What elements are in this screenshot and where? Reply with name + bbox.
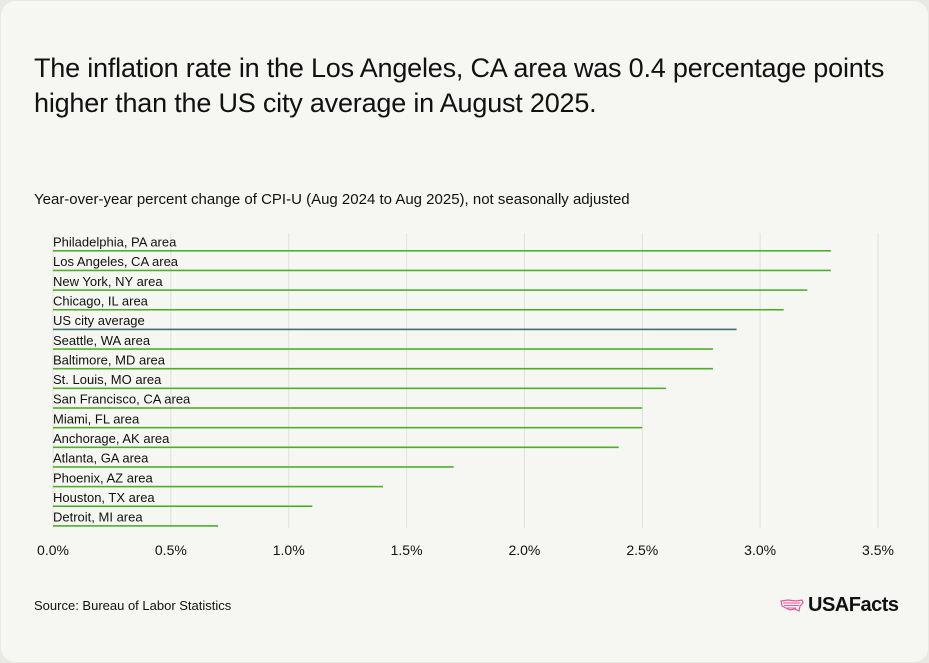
bar	[53, 269, 831, 272]
category-label: US city average	[53, 313, 145, 328]
source-note: Source: Bureau of Labor Statistics	[34, 598, 232, 613]
category-label: Miami, FL area	[53, 411, 140, 426]
x-tick-label: 2.0%	[508, 542, 540, 558]
category-label: Phoenix, AZ area	[53, 470, 153, 485]
category-label: Los Angeles, CA area	[53, 254, 179, 269]
bar	[53, 407, 643, 409]
us-map-icon	[780, 598, 804, 612]
bar	[53, 328, 737, 331]
logo-text: USAFacts	[808, 594, 899, 616]
bar	[53, 348, 713, 350]
chart-title: The inflation rate in the Los Angeles, C…	[34, 53, 885, 118]
category-label: Chicago, IL area	[53, 293, 149, 308]
bar	[53, 387, 666, 390]
bar	[53, 308, 784, 311]
usafacts-logo: USAFacts	[780, 594, 899, 617]
bar	[53, 485, 383, 488]
x-tick-label: 0.5%	[155, 542, 187, 558]
category-label: Detroit, MI area	[53, 510, 143, 525]
category-label: Seattle, WA area	[53, 333, 151, 348]
chart-subtitle: Year-over-year percent change of CPI-U (…	[34, 191, 630, 208]
category-label: Houston, TX area	[53, 490, 155, 505]
category-label: Atlanta, GA area	[53, 451, 149, 466]
category-label: St. Louis, MO area	[53, 372, 162, 387]
bar	[53, 525, 218, 527]
bar	[53, 505, 313, 508]
category-label: Baltimore, MD area	[53, 352, 166, 367]
bar	[53, 250, 831, 252]
category-label: San Francisco, CA area	[53, 392, 191, 407]
bar	[53, 289, 808, 291]
x-tick-label: 1.5%	[391, 542, 423, 558]
category-label: Anchorage, AK area	[53, 431, 170, 446]
bar-chart: 0.0% 0.5% 1.0% 1.5% 2.0% 2.5% 3.0% 3.5% Philadel…	[37, 233, 894, 558]
x-tick-label: 1.0%	[273, 542, 305, 558]
category-label: New York, NY area	[53, 274, 163, 289]
x-tick-label: 2.5%	[626, 542, 658, 558]
x-tick-label: 3.5%	[862, 542, 894, 558]
x-tick-label: 0.0%	[37, 542, 69, 558]
category-label: Philadelphia, PA area	[53, 235, 177, 250]
bar	[53, 446, 619, 449]
x-tick-label: 3.0%	[744, 542, 776, 558]
bar	[53, 367, 713, 370]
bar	[53, 466, 454, 468]
bar	[53, 426, 643, 429]
